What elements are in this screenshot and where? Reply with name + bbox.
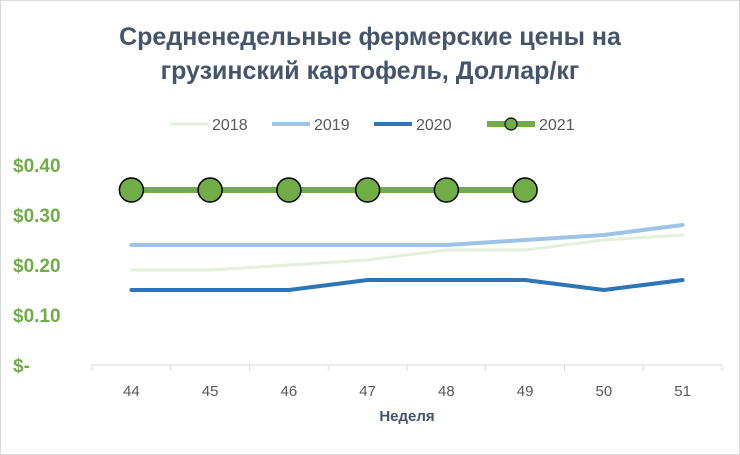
chart-title-line-1: Средненедельные фермерские цены на [119,23,621,51]
y-tick-label: $0.10 [13,306,61,327]
y-tick-label: $0.40 [13,156,61,177]
x-tick-label-44: 44 [123,383,140,400]
legend-marker-2021 [504,117,518,131]
series-line-2019 [129,223,685,247]
chart-title: Средненедельные фермерские цены на грузи… [0,20,740,88]
series-line-2020 [129,278,685,292]
series-point-2021 [118,177,145,203]
legend-label-2019: 2019 [314,117,350,134]
x-tick-label-51: 51 [674,383,691,400]
x-tick-label-46: 46 [281,383,298,400]
series-point-2021 [354,177,381,203]
x-axis-title: Неделя [379,408,434,425]
series-point-2021 [276,177,302,203]
x-tick-label-50: 50 [596,383,613,400]
legend-label-2018: 2018 [212,117,248,134]
series-point-2021 [433,177,460,203]
series-line-2018 [129,233,685,272]
y-tick-label: $0.20 [13,256,61,277]
x-tick-label-49: 49 [517,383,534,400]
legend-label-2021: 2021 [539,117,575,134]
y-tick-label: $- [13,356,30,377]
x-tick-label-45: 45 [202,383,219,400]
series-point-2021 [197,177,223,203]
y-tick-label: $0.30 [13,206,61,227]
x-tick-label-48: 48 [438,383,455,400]
legend-label-2020: 2020 [416,117,452,134]
series-point-2021 [512,177,538,203]
x-tick-label-47: 47 [359,383,376,400]
chart-title-line-2: грузинский картофель, Доллар/кг [160,57,580,85]
